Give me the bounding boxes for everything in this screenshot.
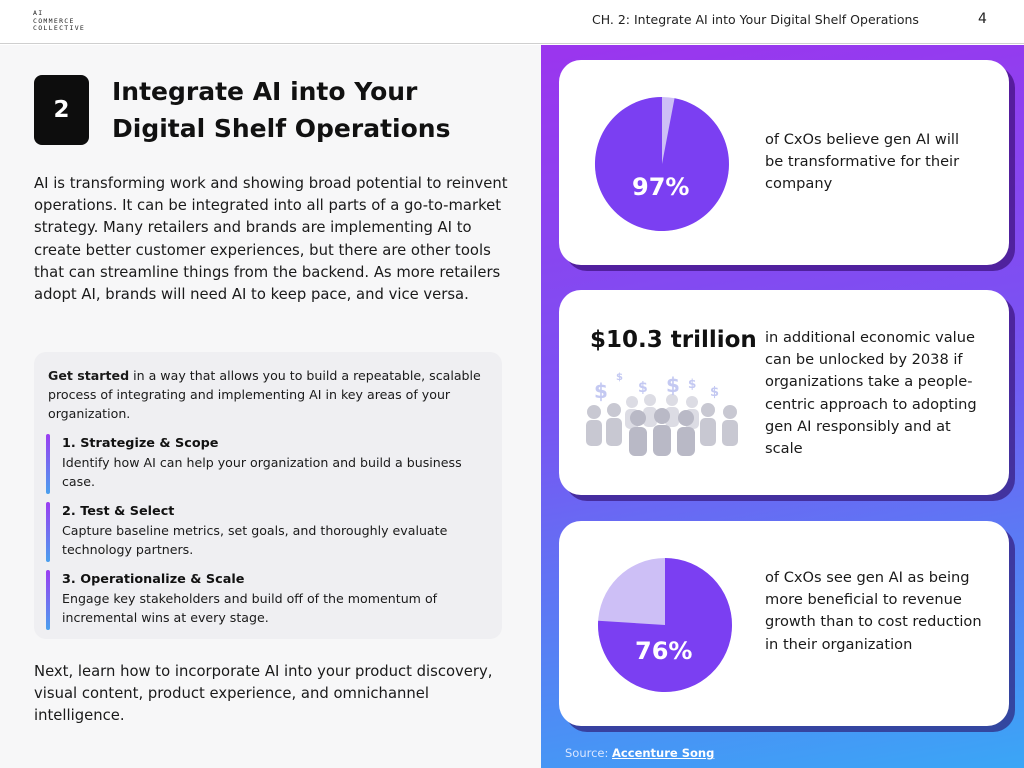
- step-accent-bar: [46, 570, 50, 630]
- source-link[interactable]: Accenture Song: [612, 746, 715, 760]
- pie-main-slice: [597, 558, 732, 692]
- logo-line-2: COMMERCE: [33, 16, 75, 25]
- pie-chart-76: [597, 558, 732, 692]
- svg-text:$: $: [616, 372, 623, 383]
- step-description: Identify how AI can help your organizati…: [62, 455, 462, 489]
- svg-text:$: $: [594, 379, 608, 403]
- step-accent-bar: [46, 434, 50, 494]
- stat-value-97: 97%: [632, 173, 690, 201]
- people-money-icon: $ $ $ $ $ $: [586, 372, 738, 456]
- get-started-panel: [34, 352, 502, 639]
- stat-value-76: 76%: [635, 637, 693, 665]
- section-number-badge: 2: [34, 75, 89, 145]
- pie-chart-97: [594, 97, 729, 232]
- chapter-title: CH. 2: Integrate AI into Your Digital Sh…: [592, 12, 919, 27]
- stat-text-trillion: in additional economic value can be unlo…: [765, 329, 977, 458]
- get-started-intro: Get started in a way that allows you to …: [48, 366, 488, 423]
- step-title: 2. Test & Select: [62, 504, 175, 519]
- svg-text:$: $: [710, 385, 719, 400]
- page-header: AI COMMERCE COLLECTIVE CH. 2: Integrate …: [0, 0, 1024, 44]
- intro-paragraph: AI is transforming work and showing broa…: [34, 175, 508, 304]
- source-label: Source:: [565, 746, 609, 760]
- pie-main-slice: [594, 97, 729, 232]
- stat-card-trillion: [559, 290, 1009, 495]
- page-number: 4: [978, 11, 987, 27]
- logo-line-3: COLLECTIVE: [33, 24, 86, 32]
- stat-text-76: of CxOs see gen AI as being more benefic…: [765, 569, 982, 653]
- next-paragraph: Next, learn how to incorporate AI into y…: [34, 663, 493, 725]
- step-title: 3. Operationalize & Scale: [62, 572, 245, 587]
- get-started-lead: Get started: [48, 368, 130, 383]
- get-started-text: in a way that allows you to build a repe…: [48, 368, 481, 421]
- svg-text:$: $: [688, 377, 696, 391]
- step-description: Capture baseline metrics, set goals, and…: [62, 523, 448, 557]
- stat-value-trillion: $10.3 trillion: [590, 327, 757, 353]
- logo-line-1: AI: [33, 9, 44, 17]
- stat-text-97: of CxOs believe gen AI will be transform…: [765, 131, 960, 193]
- brand-logo: AI COMMERCE COLLECTIVE: [33, 9, 86, 33]
- step-accent-bar: [46, 502, 50, 562]
- source-note: Source: Accenture Song: [565, 746, 714, 760]
- step-title: 1. Strategize & Scope: [62, 436, 219, 451]
- step-description: Engage key stakeholders and build off of…: [62, 591, 438, 625]
- svg-text:$: $: [666, 373, 680, 397]
- svg-text:$: $: [638, 380, 648, 396]
- section-title: Integrate AI into Your Digital Shelf Ope…: [112, 77, 451, 143]
